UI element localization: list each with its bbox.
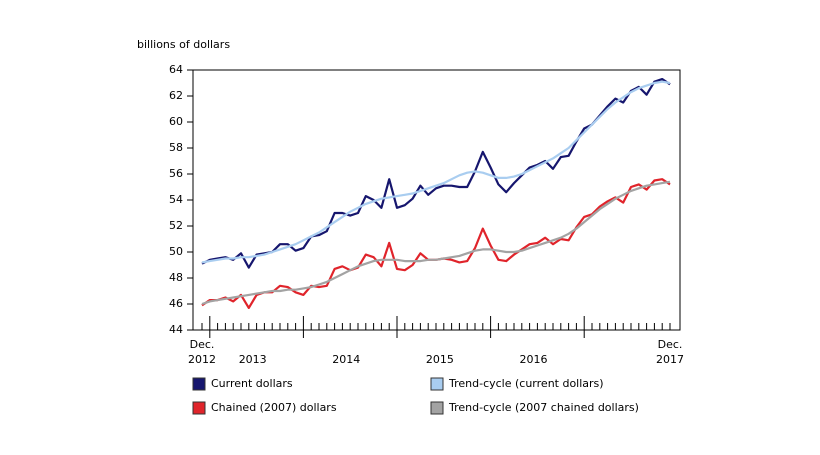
y-tick-label: 62 bbox=[169, 89, 183, 102]
y-tick-label: 54 bbox=[169, 193, 183, 206]
series-line bbox=[201, 180, 671, 306]
y-tick-label: 56 bbox=[169, 167, 183, 180]
y-tick-label: 52 bbox=[169, 219, 183, 232]
year-label: 2013 bbox=[238, 353, 267, 366]
series-line bbox=[201, 78, 671, 269]
y-tick-label: 60 bbox=[169, 115, 183, 128]
legend-swatch bbox=[430, 401, 444, 415]
x-tick-label: Dec. 2012 bbox=[188, 338, 216, 366]
y-axis-label: billions of dollars bbox=[137, 38, 230, 51]
legend-label: Trend-cycle (current dollars) bbox=[448, 377, 604, 390]
y-tick-label: 64 bbox=[169, 63, 183, 76]
year-label: 2015 bbox=[425, 353, 454, 366]
year-label: 2014 bbox=[332, 353, 361, 366]
y-tick-label: 58 bbox=[169, 141, 183, 154]
y-tick-label: 46 bbox=[169, 297, 183, 310]
legend-swatch bbox=[192, 401, 206, 415]
series-line bbox=[201, 178, 671, 309]
legend-label: Chained (2007) dollars bbox=[211, 401, 337, 414]
y-tick-label: 48 bbox=[169, 271, 183, 284]
legend-label: Trend-cycle (2007 chained dollars) bbox=[448, 401, 639, 414]
y-tick-label: 50 bbox=[169, 245, 183, 258]
y-tick-label: 44 bbox=[169, 323, 183, 336]
series-line bbox=[201, 80, 671, 264]
legend-swatch bbox=[430, 377, 444, 391]
x-tick-label: Dec. 2017 bbox=[656, 338, 684, 366]
legend-swatch bbox=[192, 377, 206, 391]
legend-label: Current dollars bbox=[211, 377, 293, 390]
year-label: 2016 bbox=[519, 353, 548, 366]
